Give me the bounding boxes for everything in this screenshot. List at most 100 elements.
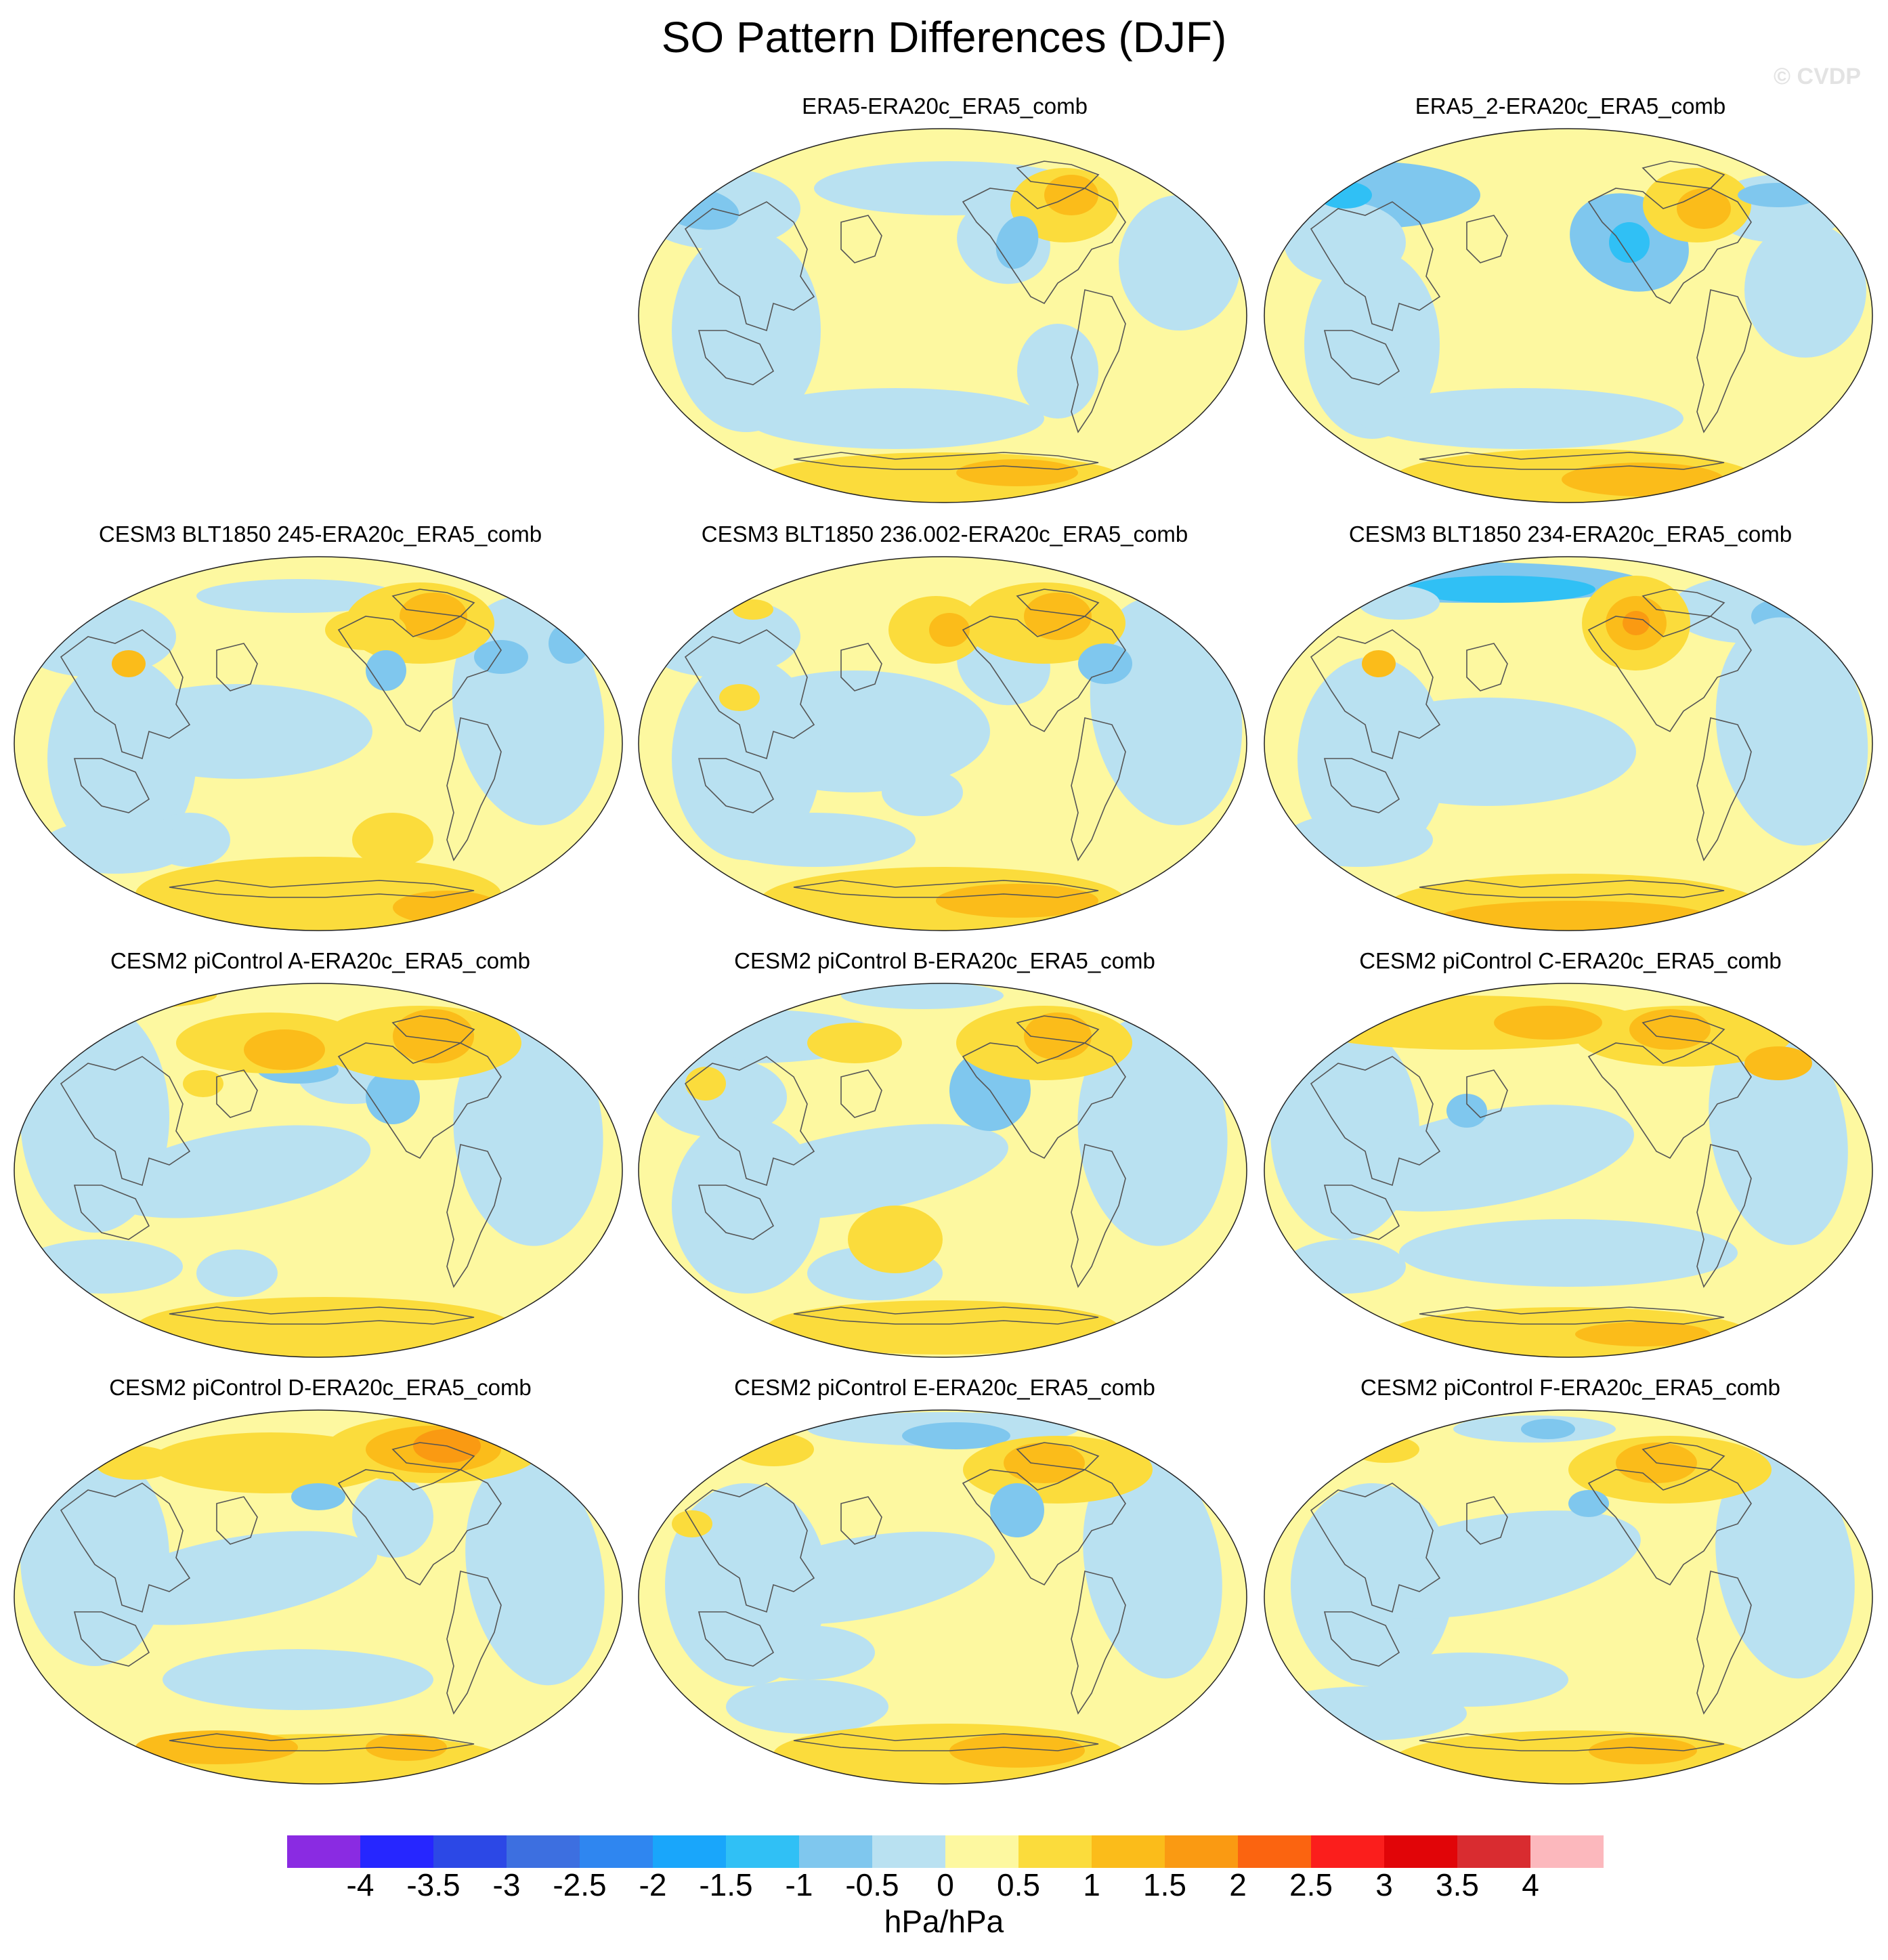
colorbar-tick-label: -3.5: [406, 1867, 460, 1902]
map-outline: [1264, 1409, 1873, 1785]
coastline: [962, 1469, 1126, 1586]
projected-map: [1264, 1409, 1873, 1785]
coastline: [73, 1185, 150, 1240]
contour-region: [163, 1649, 433, 1710]
contour-region: [400, 593, 467, 640]
coastline: [1071, 1144, 1126, 1288]
coastline: [1466, 643, 1508, 691]
projected-map: [638, 128, 1247, 503]
colorbar-tick-label: 2: [1229, 1867, 1247, 1902]
colorbar-tick-label: -0.5: [845, 1867, 899, 1902]
colorbar: [287, 1835, 1604, 1868]
coastline: [962, 188, 1126, 305]
contour-region: [183, 1070, 223, 1097]
colorbar-tick-label: 1.5: [1143, 1867, 1186, 1902]
coastline: [962, 1042, 1126, 1159]
coastline: [216, 1069, 258, 1118]
contour-region: [1715, 617, 1868, 846]
coastline: [962, 616, 1126, 733]
coastline: [337, 1469, 502, 1586]
colorbar-swatch: [799, 1835, 872, 1868]
map-panel: CESM2 piControl E-ERA20c_ERA5_comb: [637, 1375, 1253, 1808]
contour-region: [112, 650, 146, 677]
contour-region: [20, 1449, 169, 1666]
contour-region: [1358, 586, 1440, 620]
map-panel: ERA5-ERA20c_ERA5_comb: [637, 93, 1253, 527]
contour-region: [685, 1067, 726, 1101]
contour-region: [1399, 1219, 1738, 1287]
panel-title: CESM2 piControl B-ERA20c_ERA5_comb: [734, 948, 1155, 973]
contour-region: [1494, 1006, 1602, 1040]
colorbar-swatch: [1165, 1835, 1238, 1868]
contour-region: [767, 1300, 1119, 1355]
coastline: [1016, 1442, 1100, 1470]
colorbar-tick-label: -2.5: [553, 1867, 607, 1902]
map-outline: [14, 1409, 623, 1785]
contour-region: [1609, 222, 1650, 263]
coastline: [684, 1056, 815, 1187]
contour-region: [1264, 1686, 1467, 1741]
projected-map: [638, 556, 1247, 931]
projected-map: [14, 556, 623, 931]
coastline: [216, 1496, 258, 1545]
map-outline: [1264, 983, 1873, 1358]
coastline: [1016, 1015, 1100, 1044]
coastline: [1419, 880, 1725, 898]
coastline: [793, 880, 1099, 898]
contour-region: [1304, 249, 1440, 439]
map-panel: ERA5_2-ERA20c_ERA5_comb: [1262, 93, 1879, 527]
panel-title: ERA5_2-ERA20c_ERA5_comb: [1415, 93, 1726, 119]
coastline: [1419, 1306, 1725, 1325]
contour-region: [1446, 1094, 1487, 1128]
coastline: [684, 1483, 815, 1613]
colorbar-swatch: [1311, 1835, 1384, 1868]
colorbar-tick-label: -2: [639, 1867, 667, 1902]
contour-region: [47, 657, 196, 860]
contour-region: [1589, 1737, 1697, 1764]
contour-region: [929, 613, 970, 647]
contour-region: [672, 1510, 712, 1537]
colorbar-swatch: [726, 1835, 799, 1868]
coastline: [698, 330, 775, 385]
coastline: [1696, 289, 1752, 433]
coastline: [73, 758, 150, 813]
coastline: [698, 1185, 775, 1240]
coastline: [391, 589, 475, 617]
contour-region: [474, 640, 528, 674]
coastline: [684, 629, 815, 760]
contour-region: [1284, 813, 1433, 867]
contour-region: [726, 1680, 888, 1734]
colorbar-tick-label: -1.5: [699, 1867, 753, 1902]
contour-region: [352, 813, 433, 867]
contour-region: [841, 983, 1004, 1009]
coastline: [1016, 589, 1100, 617]
panel-title: CESM2 piControl C-ERA20c_ERA5_comb: [1359, 948, 1782, 973]
map-outline: [14, 556, 623, 931]
contour-region: [366, 1734, 447, 1761]
coastline: [698, 1611, 775, 1667]
colorbar-swatch: [433, 1835, 507, 1868]
panel-title: CESM2 piControl A-ERA20c_ERA5_comb: [110, 948, 530, 973]
colorbar-swatch: [945, 1835, 1018, 1868]
contour-region: [465, 1457, 605, 1686]
projected-map: [638, 983, 1247, 1358]
coastline: [1310, 1056, 1441, 1187]
colorbar-swatch: [287, 1835, 360, 1868]
coastline: [1071, 289, 1126, 433]
panel-title: CESM2 piControl D-ERA20c_ERA5_comb: [109, 1375, 532, 1400]
contour-region: [1406, 576, 1595, 603]
contour-region: [352, 1476, 433, 1558]
coastline: [1642, 589, 1725, 617]
coastline: [1587, 188, 1752, 305]
coastline: [1323, 1611, 1400, 1667]
contour-region: [20, 1239, 183, 1294]
contour-region: [1629, 1009, 1711, 1050]
projected-map: [1264, 556, 1873, 931]
projected-map: [14, 1409, 623, 1785]
coastline: [840, 215, 882, 263]
coastline: [1323, 758, 1400, 813]
coastline: [391, 1442, 475, 1470]
coastline: [446, 717, 502, 861]
coastline: [840, 1496, 882, 1545]
coastline: [169, 1733, 475, 1751]
